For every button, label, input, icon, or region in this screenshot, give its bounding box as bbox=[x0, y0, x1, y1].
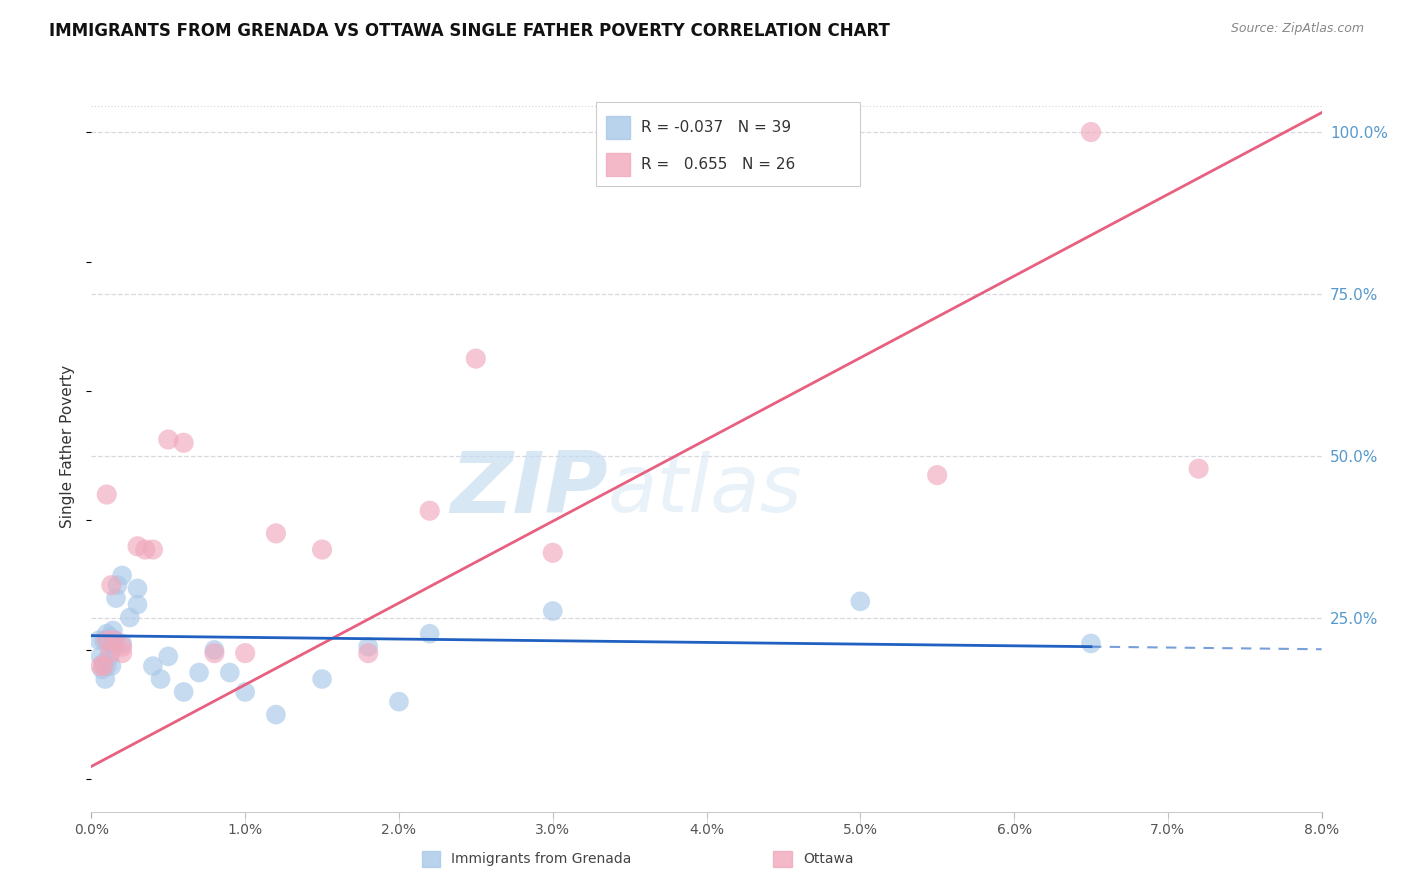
Point bbox=[93, 659, 115, 673]
Point bbox=[98, 649, 121, 664]
Point bbox=[173, 435, 195, 450]
Point bbox=[464, 351, 486, 366]
Point bbox=[188, 665, 211, 680]
Text: Immigrants from Grenada: Immigrants from Grenada bbox=[451, 852, 631, 866]
Point bbox=[93, 656, 115, 670]
Point bbox=[91, 662, 114, 676]
Point bbox=[90, 659, 112, 673]
Text: IMMIGRANTS FROM GRENADA VS OTTAWA SINGLE FATHER POVERTY CORRELATION CHART: IMMIGRANTS FROM GRENADA VS OTTAWA SINGLE… bbox=[49, 22, 890, 40]
Point bbox=[127, 598, 149, 612]
Point bbox=[134, 542, 156, 557]
Point bbox=[311, 672, 333, 686]
Point bbox=[111, 646, 134, 660]
Point bbox=[311, 542, 333, 557]
Point bbox=[264, 707, 287, 722]
Point bbox=[157, 649, 180, 664]
Point bbox=[94, 672, 117, 686]
Point bbox=[357, 646, 380, 660]
Point bbox=[118, 610, 141, 624]
Point bbox=[157, 433, 180, 447]
Point bbox=[103, 633, 125, 648]
Point bbox=[100, 578, 122, 592]
Point bbox=[103, 640, 125, 654]
Point bbox=[419, 504, 441, 518]
Point bbox=[927, 468, 949, 483]
Point bbox=[202, 646, 225, 660]
Point bbox=[101, 624, 124, 638]
Point bbox=[103, 633, 125, 648]
Point bbox=[1080, 636, 1102, 650]
Point bbox=[87, 633, 110, 648]
Point bbox=[105, 591, 127, 606]
Point bbox=[111, 568, 134, 582]
Point bbox=[849, 594, 872, 608]
Point bbox=[541, 546, 564, 560]
Text: ZIP: ZIP bbox=[450, 449, 607, 532]
Point bbox=[142, 542, 165, 557]
Point bbox=[541, 604, 564, 618]
Point bbox=[142, 659, 165, 673]
Point bbox=[96, 659, 118, 673]
Point bbox=[96, 633, 118, 648]
Point bbox=[173, 685, 195, 699]
Text: Source: ZipAtlas.com: Source: ZipAtlas.com bbox=[1230, 22, 1364, 36]
Point bbox=[100, 659, 122, 673]
Text: R = -0.037   N = 39: R = -0.037 N = 39 bbox=[641, 120, 792, 136]
Text: Ottawa: Ottawa bbox=[803, 852, 853, 866]
Point bbox=[419, 626, 441, 640]
Point bbox=[111, 636, 134, 650]
Point bbox=[107, 578, 129, 592]
Point bbox=[90, 649, 112, 664]
Y-axis label: Single Father Poverty: Single Father Poverty bbox=[60, 365, 76, 527]
Point bbox=[111, 640, 134, 654]
Point bbox=[233, 685, 256, 699]
Point bbox=[388, 695, 411, 709]
Point bbox=[233, 646, 256, 660]
Point bbox=[100, 636, 122, 650]
Point bbox=[357, 640, 380, 654]
Text: R =   0.655   N = 26: R = 0.655 N = 26 bbox=[641, 157, 794, 172]
Point bbox=[127, 582, 149, 596]
Text: atlas: atlas bbox=[607, 450, 803, 529]
Point bbox=[93, 633, 115, 648]
Point bbox=[149, 672, 172, 686]
Point bbox=[202, 643, 225, 657]
Point bbox=[1080, 125, 1102, 139]
Point bbox=[695, 125, 717, 139]
Point bbox=[218, 665, 240, 680]
Point bbox=[98, 646, 121, 660]
Point bbox=[127, 539, 149, 553]
Point bbox=[96, 633, 118, 648]
Point bbox=[96, 626, 118, 640]
Point bbox=[1187, 461, 1209, 475]
Point bbox=[98, 630, 121, 644]
Point bbox=[264, 526, 287, 541]
Point bbox=[96, 487, 118, 501]
